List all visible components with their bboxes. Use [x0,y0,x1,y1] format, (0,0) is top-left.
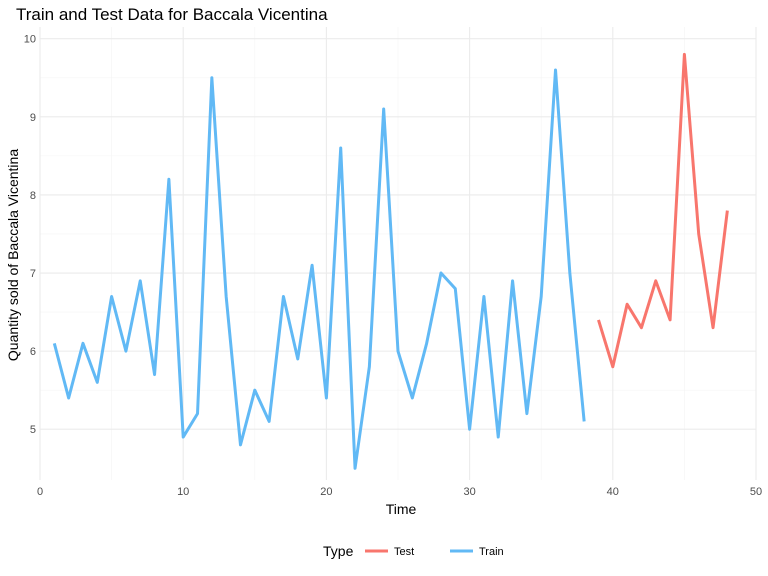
x-tick-label: 40 [607,486,619,498]
series-line-test [597,52,729,369]
x-tick-label: 0 [37,486,43,498]
x-tick-label: 50 [750,486,762,498]
x-tick-label: 20 [320,486,332,498]
series-line-train [52,68,586,470]
x-tick-label: 10 [177,486,189,498]
series-lines [52,52,729,470]
y-tick-label: 7 [30,268,36,280]
axis-ticks: 0 10 20 30 40 50 5 6 7 8 9 10 [24,34,762,498]
x-tick-label: 30 [463,486,475,498]
y-axis-title: Quantity sold of Baccala Vicentina [5,149,21,361]
y-tick-label: 5 [30,424,36,436]
y-tick-label: 8 [30,190,36,202]
y-tick-label: 9 [30,112,36,124]
legend: Type Test Train [323,543,504,559]
x-axis-title: Time [386,501,417,517]
legend-label-train: Train [479,546,504,558]
y-tick-label: 10 [24,34,36,46]
legend-label-test: Test [394,546,414,558]
y-tick-label: 6 [30,346,36,358]
legend-title: Type [323,543,354,559]
grid [39,27,757,480]
chart-title: Train and Test Data for Baccala Vicentin… [16,5,328,24]
